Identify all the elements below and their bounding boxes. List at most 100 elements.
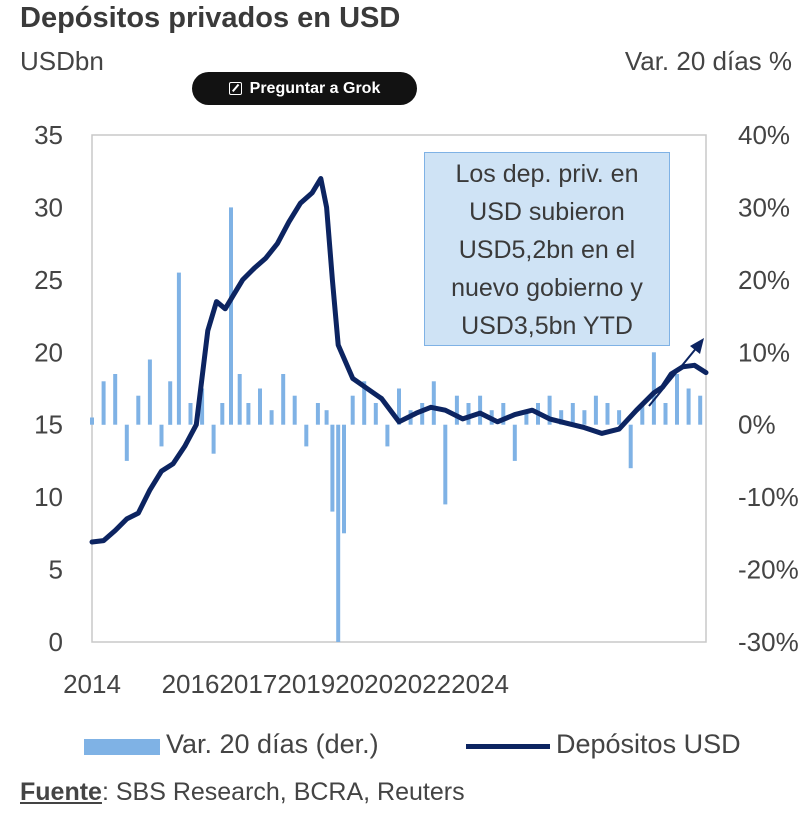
y-left-tick-label: 30 xyxy=(34,192,63,222)
bar xyxy=(663,403,668,425)
arrow-head xyxy=(690,338,704,354)
bar xyxy=(524,410,529,425)
annotation-line: USD5,2bn en el xyxy=(458,236,636,264)
left-axis-ticks: 35 30 25 20 15 10 5 0 xyxy=(34,120,63,657)
y-right-tick-label: -10% xyxy=(738,482,799,512)
bar xyxy=(237,374,242,425)
bar xyxy=(478,395,483,425)
bar xyxy=(90,417,94,425)
y-right-tick-label: 20% xyxy=(738,265,790,295)
y-right-tick-label: -30% xyxy=(738,627,799,657)
bar xyxy=(292,395,297,425)
bar xyxy=(431,381,436,425)
bar xyxy=(570,403,575,425)
bar xyxy=(269,410,274,425)
line-series-layer xyxy=(89,176,709,545)
source-note: Fuente: SBS Research, BCRA, Reuters xyxy=(20,778,465,807)
legend-bars-label: Var. 20 días (der.) xyxy=(166,729,379,759)
bar xyxy=(512,424,517,461)
right-axis-unit: Var. 20 días % xyxy=(624,46,792,76)
bar xyxy=(281,374,286,425)
y-right-tick-label: -20% xyxy=(738,555,799,585)
bar xyxy=(582,410,587,425)
annotation-line: nuevo gobierno y xyxy=(451,274,643,302)
ask-grok-label: Preguntar a Grok xyxy=(249,79,381,97)
chart-canvas: 35 30 25 20 15 10 5 0 40% 30% 20% 10% 0% -10% -20% -30… xyxy=(34,120,799,699)
legend-line-swatch xyxy=(466,744,550,749)
bar xyxy=(324,410,329,425)
y-right-tick-label: 0% xyxy=(738,410,776,440)
bar xyxy=(211,424,216,454)
right-axis-ticks: 40% 30% 20% 10% 0% -10% -20% -30% xyxy=(738,120,799,657)
y-left-tick-label: 10 xyxy=(34,482,63,512)
source-text: : SBS Research, BCRA, Reuters xyxy=(101,778,465,806)
y-right-tick-label: 10% xyxy=(738,337,790,367)
x-tick-label: 2017 xyxy=(219,669,277,699)
bar xyxy=(559,410,564,425)
bar xyxy=(342,424,346,534)
y-left-tick-label: 5 xyxy=(49,555,63,585)
bar xyxy=(147,359,152,425)
bar xyxy=(501,403,506,425)
bar xyxy=(136,395,141,425)
bar xyxy=(229,207,233,425)
bar xyxy=(124,424,129,461)
left-axis-unit: USDbn xyxy=(20,46,104,76)
bar xyxy=(304,424,309,447)
bar xyxy=(675,374,679,425)
legend-line-label: Depósitos USD xyxy=(556,729,741,759)
bar xyxy=(443,424,448,505)
plot-area-border xyxy=(91,134,707,643)
y-left-tick-label: 35 xyxy=(34,120,63,150)
bar xyxy=(315,403,320,425)
y-left-tick-label: 15 xyxy=(34,410,63,440)
annotation-line: USD3,5bn YTD xyxy=(461,312,633,340)
bar xyxy=(397,388,401,425)
annotation-line: Los dep. priv. en xyxy=(455,160,639,188)
bar xyxy=(350,395,355,425)
bar xyxy=(698,395,703,425)
bar xyxy=(176,272,181,425)
x-tick-label: 2020 xyxy=(335,669,393,699)
x-tick-label: 2024 xyxy=(451,669,509,699)
bar xyxy=(362,381,367,425)
bar xyxy=(330,424,335,512)
bar xyxy=(454,395,459,425)
y-left-tick-label: 20 xyxy=(34,337,63,367)
bar xyxy=(617,410,622,425)
bar xyxy=(605,403,610,425)
bar xyxy=(420,403,425,425)
bar xyxy=(188,403,193,425)
bar xyxy=(101,381,106,425)
bar xyxy=(258,388,262,425)
bar xyxy=(628,424,633,469)
trend-arrow xyxy=(648,338,704,407)
bar xyxy=(336,424,341,642)
ask-grok-button[interactable]: Preguntar a Grok xyxy=(192,72,417,105)
y-left-tick-label: 25 xyxy=(34,265,63,295)
y-right-tick-label: 40% xyxy=(738,120,790,150)
annotation-line: USD subieron xyxy=(469,198,625,226)
bar xyxy=(640,403,645,425)
annotation-box: Los dep. priv. en USD subieron USD5,2bn … xyxy=(424,152,670,346)
arrow-shaft xyxy=(648,345,699,407)
bar xyxy=(113,374,118,425)
x-axis-ticks: 2014 2016 2017 2019 2020 2022 2024 xyxy=(63,669,509,699)
x-tick-label: 2022 xyxy=(393,669,451,699)
x-tick-label: 2014 xyxy=(63,669,121,699)
legend: Var. 20 días (der.) Depósitos USD xyxy=(0,727,800,767)
bar xyxy=(686,388,691,425)
bar xyxy=(651,352,656,425)
bar xyxy=(466,403,471,425)
legend-bars-swatch xyxy=(84,739,160,755)
bar xyxy=(168,381,173,425)
y-left-tick-label: 0 xyxy=(49,627,63,657)
bar xyxy=(200,388,205,425)
bar xyxy=(385,424,390,447)
bar xyxy=(220,403,225,425)
bar xyxy=(593,395,598,425)
edit-square-icon xyxy=(228,82,242,95)
bar xyxy=(159,424,164,447)
x-tick-label: 2019 xyxy=(277,669,335,699)
y-right-tick-label: 30% xyxy=(738,192,790,222)
